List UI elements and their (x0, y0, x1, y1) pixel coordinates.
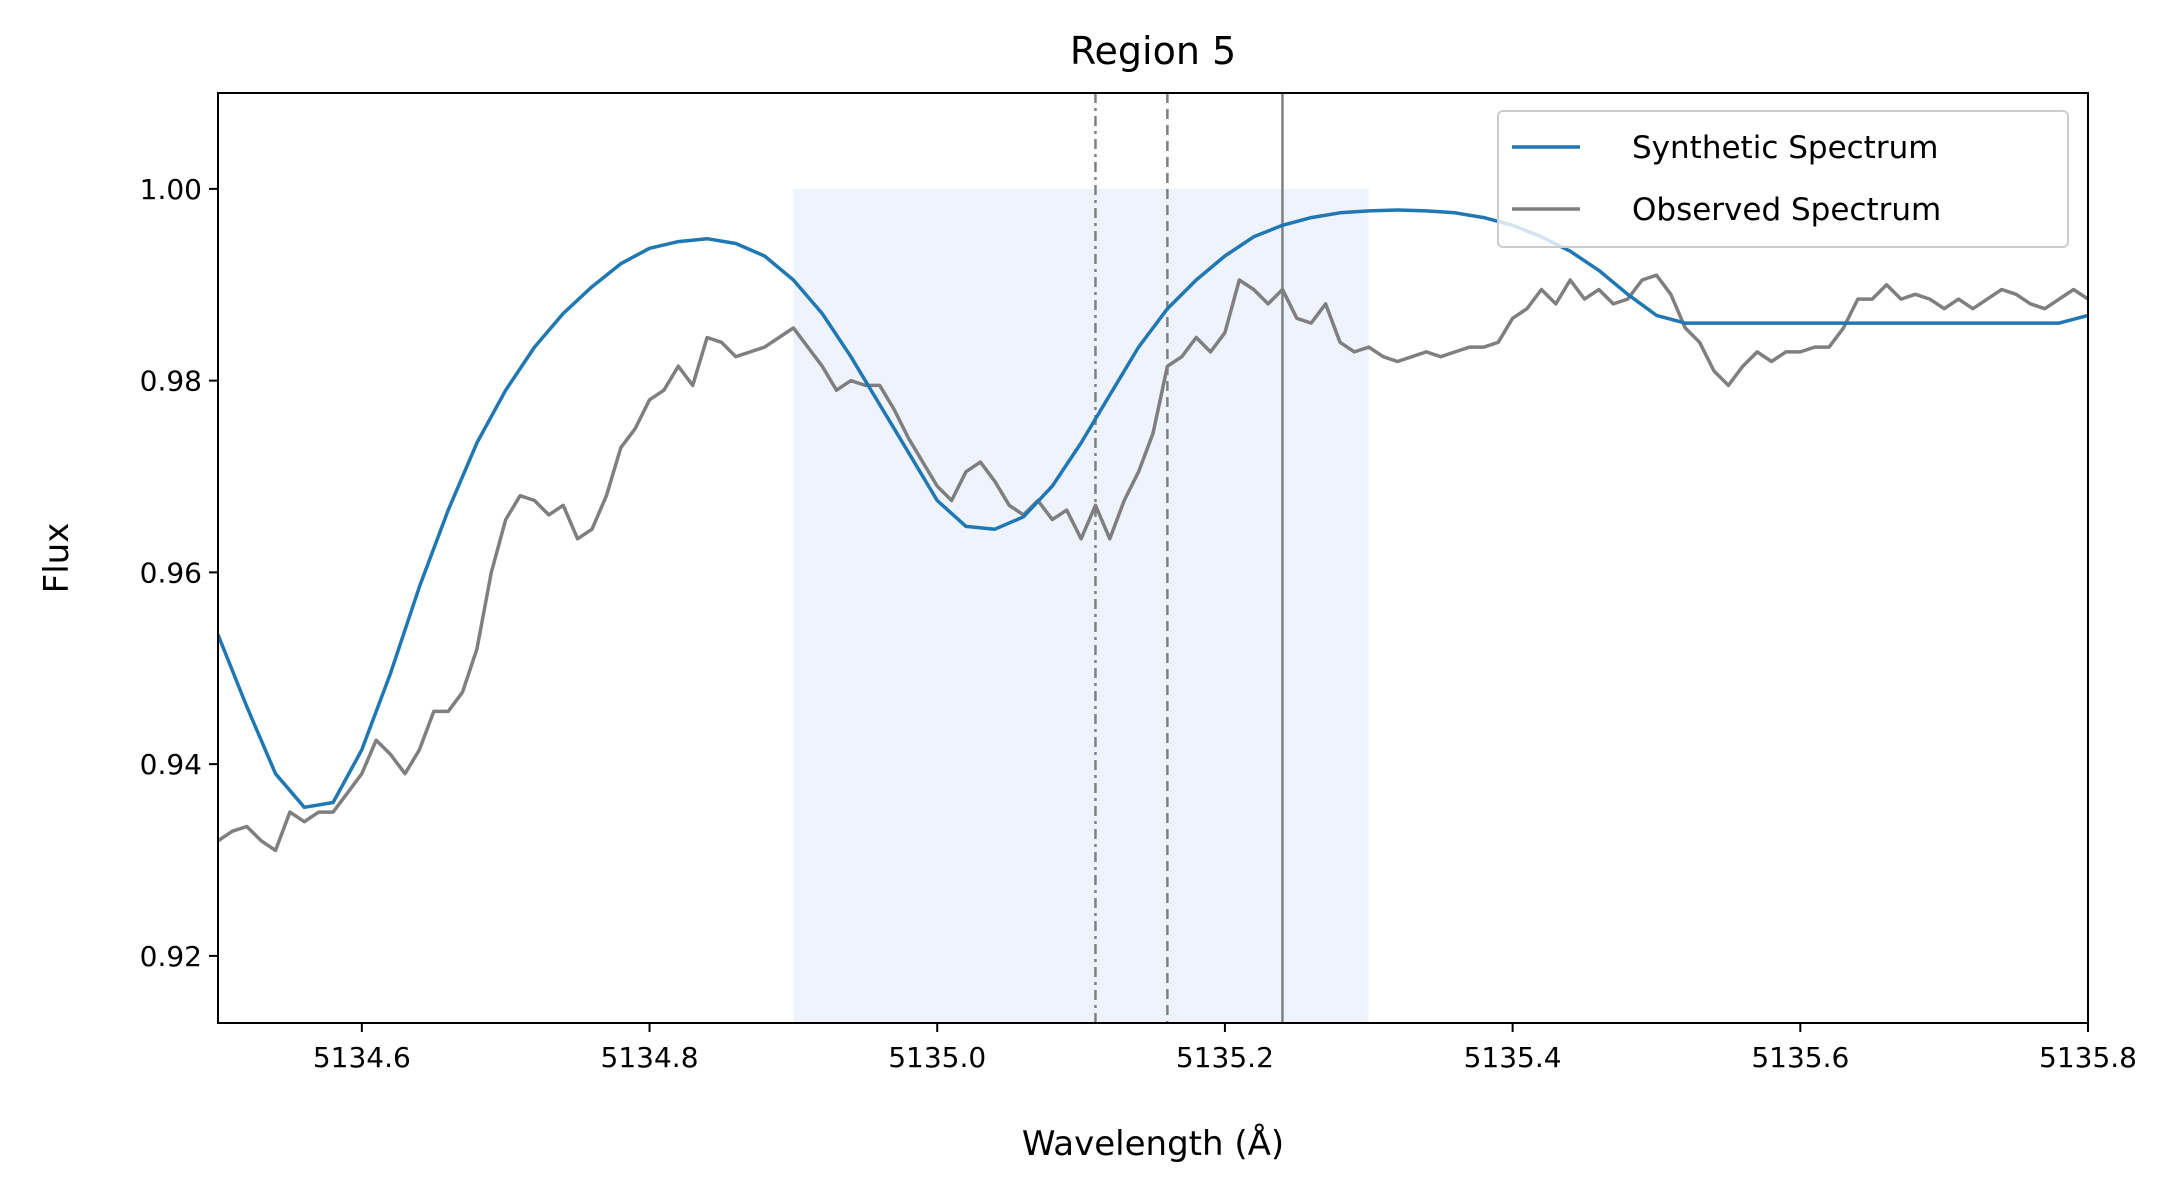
x-tick-label: 5135.8 (2039, 1041, 2137, 1074)
y-tick-label: 1.00 (140, 173, 202, 206)
chart-title: Region 5 (1070, 29, 1236, 73)
y-axis-label: Flux (37, 523, 77, 594)
y-tick-label: 0.96 (140, 556, 202, 589)
x-tick-label: 5134.8 (601, 1041, 699, 1074)
x-tick-label: 5134.6 (313, 1041, 411, 1074)
legend-box (1497, 110, 2069, 248)
x-axis-label: Wavelength (Å) (1022, 1123, 1284, 1164)
y-tick-label: 0.98 (140, 365, 202, 398)
y-tick-label: 0.92 (140, 940, 202, 973)
synthetic-spectrum-line (218, 208, 2088, 810)
observed-spectrum-line (218, 273, 2088, 853)
axis-ticks: 5134.6 5134.8 5135.0 5135.2 5135.4 5135.6 5135… (140, 173, 2137, 1074)
x-tick-label: 5135.4 (1464, 1041, 1562, 1074)
x-tick-label: 5135.0 (888, 1041, 986, 1074)
x-tick-label: 5135.6 (1751, 1041, 1849, 1074)
plot-area (218, 93, 2088, 1023)
legend-label-synthetic: Synthetic Spectrum (1632, 130, 1938, 166)
x-tick-label: 5135.2 (1176, 1041, 1274, 1074)
legend: Synthetic Spectrum Observed Spectrum (1497, 110, 2069, 248)
plot-frame (217, 92, 2089, 1024)
legend-label-observed: Observed Spectrum (1632, 192, 1941, 228)
y-tick-label: 0.94 (140, 748, 202, 781)
shaded-region (793, 188, 1369, 1023)
